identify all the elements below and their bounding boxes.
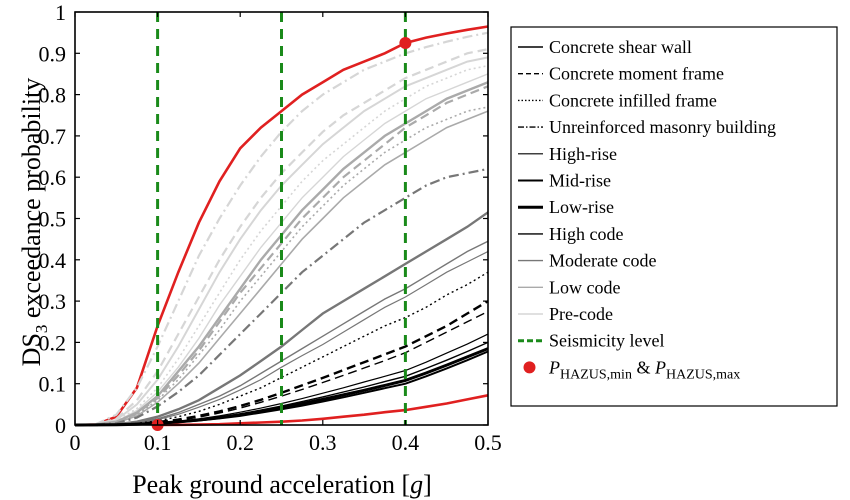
legend-item-8: Moderate code xyxy=(518,251,656,271)
legend-item-9: Low code xyxy=(518,277,620,297)
legend-item-12: PHAZUS,min & PHAZUS,max xyxy=(523,357,740,382)
legend: Concrete shear wall Concrete moment frame… xyxy=(518,37,776,382)
y-tick-label-7: 0.7 xyxy=(39,124,67,149)
series-line-17 xyxy=(74,310,489,426)
legend-item-7: High code xyxy=(518,224,623,244)
x-tick-label-0: 0 xyxy=(70,430,81,455)
series-line-8 xyxy=(74,106,489,426)
legend-item-1: Concrete moment frame xyxy=(518,64,724,84)
series-line-12 xyxy=(74,211,489,427)
legend-label-1: Concrete moment frame xyxy=(549,64,724,84)
legend-label-11: Seismicity level xyxy=(549,331,664,351)
legend-label-5: Mid-rise xyxy=(549,171,611,191)
hazus-marker-1 xyxy=(399,36,412,49)
seismicity-lines-layer xyxy=(156,12,407,425)
x-tick-label-5: 0.5 xyxy=(474,430,502,455)
legend-item-6: Low-rise xyxy=(518,197,614,217)
legend-label-10: Pre-code xyxy=(549,304,613,324)
series-line-0 xyxy=(74,25,489,427)
y-tick-label-1: 0.1 xyxy=(39,372,67,397)
y-tick-label-10: 1 xyxy=(55,0,66,25)
legend-label-6: Low-rise xyxy=(549,197,614,217)
legend-item-3: Unreinforced masonry building xyxy=(518,117,776,137)
legend-label-0: Concrete shear wall xyxy=(549,37,692,57)
legend-label-8: Moderate code xyxy=(549,251,656,271)
x-tick-label-3: 0.3 xyxy=(309,430,337,455)
legend-label-3: Unreinforced masonry building xyxy=(549,117,776,137)
y-axis-label: DS3 exceedance probability xyxy=(17,78,51,367)
series-line-2 xyxy=(74,31,489,427)
legend-label-7: High code xyxy=(549,224,623,244)
y-tick-label-3: 0.3 xyxy=(39,289,67,314)
legend-label-4: High-rise xyxy=(549,144,617,164)
x-tick-label-2: 0.2 xyxy=(226,430,254,455)
y-tick-label-8: 0.8 xyxy=(39,83,67,108)
legend-item-4: High-rise xyxy=(518,144,617,164)
legend-item-5: Mid-rise xyxy=(518,171,611,191)
y-tick-label-5: 0.5 xyxy=(39,207,67,232)
y-tick-label-0: 0 xyxy=(55,413,66,438)
legend-item-10: Pre-code xyxy=(518,304,613,324)
x-axis-label: Peak ground acceleration [g] xyxy=(132,470,432,499)
legend-item-0: Concrete shear wall xyxy=(518,37,692,57)
series-line-10 xyxy=(74,85,489,427)
legend-item-2: Concrete infilled frame xyxy=(518,90,717,110)
legend-label-12: PHAZUS,min & PHAZUS,max xyxy=(548,357,740,382)
legend-marker-symbol xyxy=(523,361,536,374)
legend-label-2: Concrete infilled frame xyxy=(549,90,717,110)
ticks-layer: 0 0.1 0.2 0.3 0.4 0.5 0 0.1 0.2 0.3 0.4 0.5 0.6 0.7 0.… xyxy=(39,0,502,455)
series-line-14 xyxy=(74,250,489,426)
x-tick-label-1: 0.1 xyxy=(144,430,172,455)
y-tick-label-4: 0.4 xyxy=(39,248,67,273)
y-tick-label-9: 0.9 xyxy=(39,41,67,66)
y-tick-label-2: 0.2 xyxy=(39,330,67,355)
legend-label-9: Low code xyxy=(549,277,620,297)
series-line-15 xyxy=(74,271,489,426)
y-tick-label-6: 0.6 xyxy=(39,165,67,190)
x-tick-label-4: 0.4 xyxy=(392,430,420,455)
legend-item-11: Seismicity level xyxy=(518,331,664,351)
legend-box xyxy=(510,26,838,407)
series-line-9 xyxy=(74,110,489,426)
